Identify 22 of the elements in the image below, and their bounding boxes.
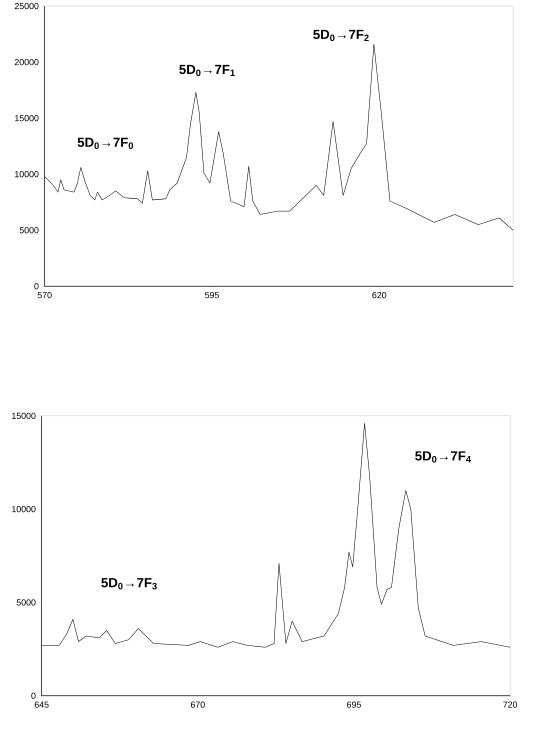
x-tick-label: 670 [191,702,205,708]
y-tick-label: 25000 [14,2,39,10]
y-tick-label: 5000 [16,599,36,606]
y-tick-label: 15000 [15,115,39,122]
x-tick-label: 645 [34,702,49,708]
annotation: 5D$_{0}$→7F$_{4}$ [415,451,472,463]
y-tick-label: 5000 [20,227,39,234]
y-tick-label: 15000 [12,412,36,419]
annotation: 5D$_{0}$→7F$_{1}$ [179,64,235,76]
x-tick-label: 720 [503,702,518,708]
annotation: 5D$_{0}$→7F$_{3}$ [101,578,157,590]
annotation: 5D$_{0}$→7F$_{0}$ [78,138,134,149]
annotation: 5D$_{0}$→7F$_{2}$ [313,30,369,42]
x-tick-label: 595 [205,292,220,298]
x-tick-label: 570 [38,292,52,298]
y-tick-label: 0 [34,283,39,290]
x-tick-label: 620 [372,292,386,298]
y-tick-label: 10000 [15,171,39,178]
y-tick-label: 10000 [12,506,36,512]
x-tick-label: 695 [347,702,362,708]
y-tick-label: 20000 [14,58,39,66]
y-tick-label: 0 [31,692,36,699]
